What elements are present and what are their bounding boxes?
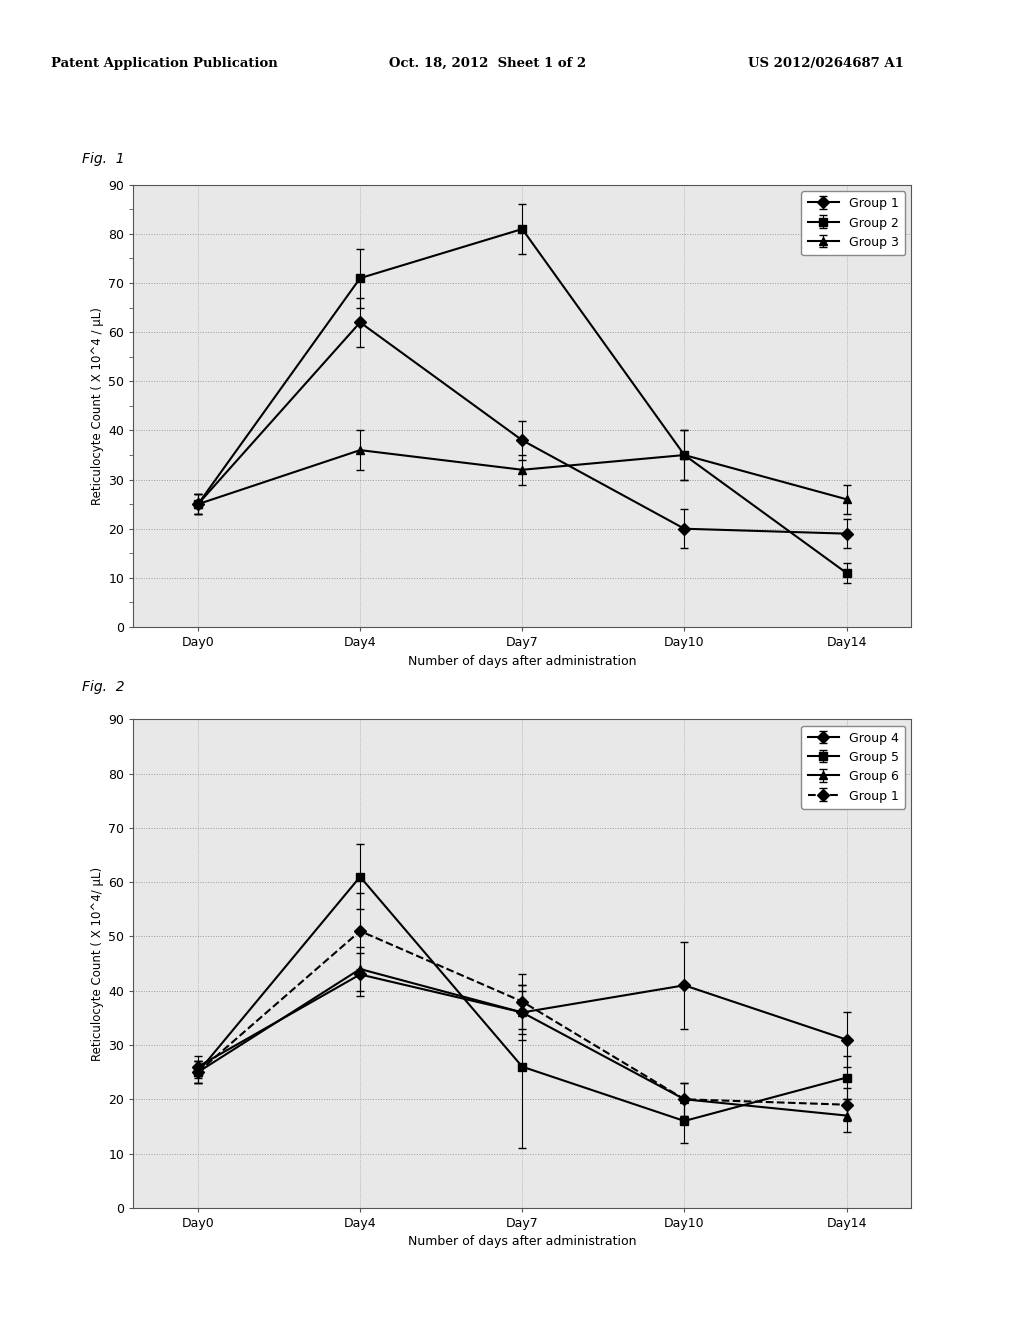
Text: Patent Application Publication: Patent Application Publication bbox=[51, 57, 278, 70]
Y-axis label: Reticulocyte Count ( X 10^4/ μL): Reticulocyte Count ( X 10^4/ μL) bbox=[91, 866, 103, 1061]
Legend: Group 1, Group 2, Group 3: Group 1, Group 2, Group 3 bbox=[802, 191, 905, 255]
Text: Fig.  2: Fig. 2 bbox=[82, 680, 125, 694]
Text: US 2012/0264687 A1: US 2012/0264687 A1 bbox=[748, 57, 903, 70]
X-axis label: Number of days after administration: Number of days after administration bbox=[408, 1236, 637, 1249]
Text: Fig.  1: Fig. 1 bbox=[82, 152, 125, 166]
Legend: Group 4, Group 5, Group 6, Group 1: Group 4, Group 5, Group 6, Group 1 bbox=[802, 726, 905, 809]
X-axis label: Number of days after administration: Number of days after administration bbox=[408, 655, 637, 668]
Y-axis label: Reticulocyte Count ( X 10^4 / μL): Reticulocyte Count ( X 10^4 / μL) bbox=[91, 308, 103, 504]
Text: Oct. 18, 2012  Sheet 1 of 2: Oct. 18, 2012 Sheet 1 of 2 bbox=[389, 57, 587, 70]
